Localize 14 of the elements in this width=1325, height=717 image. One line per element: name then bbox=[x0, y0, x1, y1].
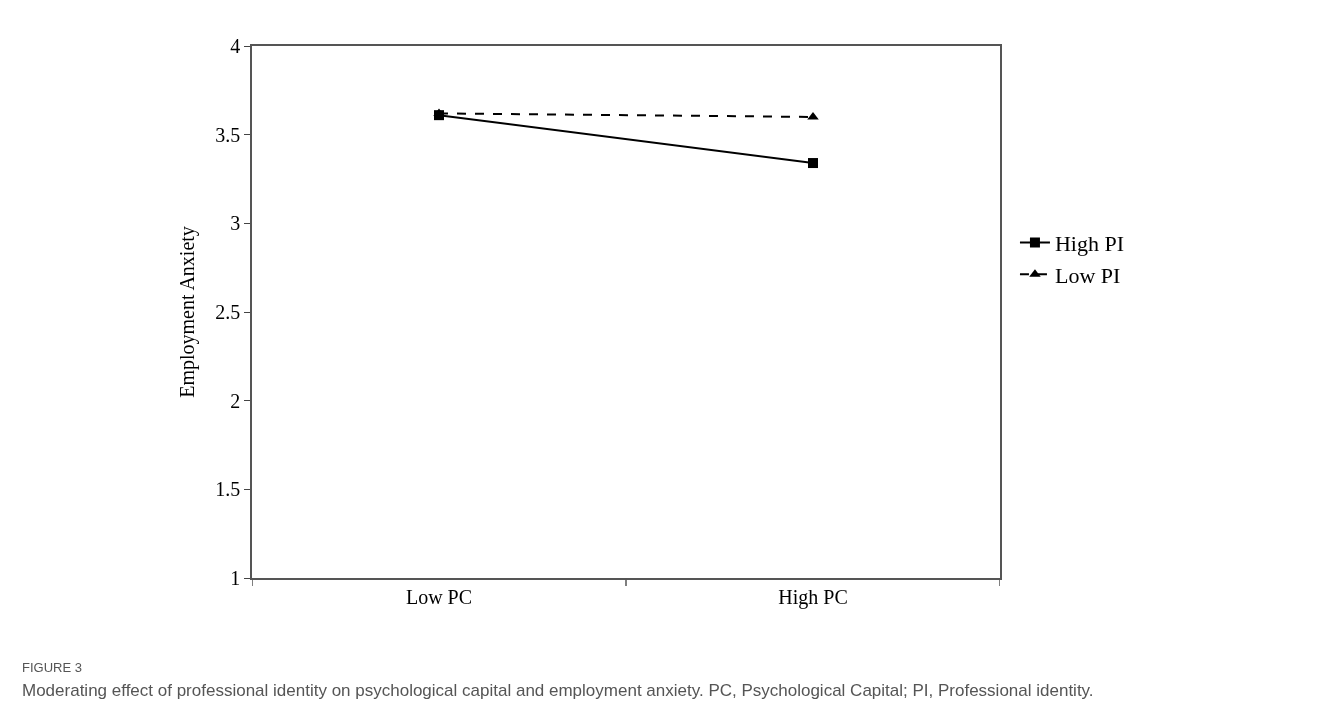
text: Moderating effect of professional identity on psychological capital and employment anxiety. PC, Psychological Capital; PI, Professional identity. bbox=[22, 681, 1094, 700]
legend-label: Low PI bbox=[1054, 262, 1121, 288]
x-tick-label: Low PC bbox=[405, 585, 473, 608]
legend-label: High PI bbox=[1054, 231, 1125, 257]
caption: FIGURE 3 bbox=[22, 660, 82, 675]
y-tick-label: 3 bbox=[230, 212, 241, 235]
x-tick-label: High PC bbox=[778, 585, 848, 609]
y-tick-label: 4 bbox=[230, 35, 241, 57]
y-tick-label: 2 bbox=[230, 389, 241, 412]
y-tick-label: 2.5 bbox=[215, 301, 241, 323]
y-tick-label: 3.5 bbox=[215, 123, 241, 146]
y-tick-label: 1 bbox=[230, 567, 241, 589]
y-axis-title: Employment Anxiety bbox=[176, 226, 200, 398]
y-tick-label: 1.5 bbox=[215, 478, 241, 501]
